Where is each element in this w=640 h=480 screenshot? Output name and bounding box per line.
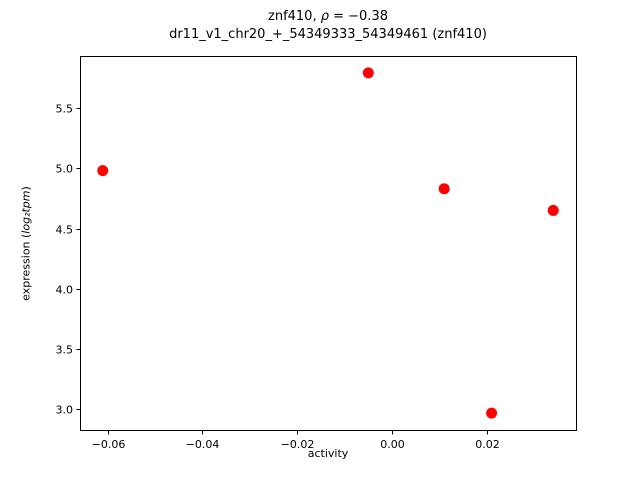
x-tick-label: 0.02 xyxy=(475,438,500,451)
title-rho-value: = −0.38 xyxy=(328,9,388,24)
y-tick-label: 4.5 xyxy=(56,224,74,237)
data-point xyxy=(97,165,109,177)
data-point xyxy=(486,407,498,419)
y-label-prefix: expression ( xyxy=(19,233,33,301)
title-gene-prefix: znf410, xyxy=(268,9,321,24)
x-tick-label: 0.00 xyxy=(380,438,405,451)
data-point xyxy=(547,204,559,216)
y-label-suffix: ) xyxy=(19,186,33,191)
data-point xyxy=(362,67,374,79)
chart-title: znf410, ρ = −0.38 dr11_v1_chr20_+_543493… xyxy=(80,8,576,44)
plot-area xyxy=(80,56,577,431)
data-point xyxy=(438,183,450,195)
y-tick-label: 4.0 xyxy=(56,284,74,297)
y-tick-label: 5.0 xyxy=(56,163,74,176)
x-tick-label: −0.02 xyxy=(281,438,315,451)
x-axis-label: activity xyxy=(307,447,349,460)
y-tick-label: 3.0 xyxy=(56,404,74,417)
x-tick-label: −0.04 xyxy=(186,438,220,451)
y-tick-label: 5.5 xyxy=(56,103,74,116)
chart-title-line1: znf410, ρ = −0.38 xyxy=(80,8,576,26)
x-tick-label: −0.06 xyxy=(92,438,126,451)
y-label-math: log₂tpm xyxy=(19,190,33,234)
title-rho-symbol: ρ xyxy=(320,9,329,24)
y-tick-label: 3.5 xyxy=(56,344,74,357)
y-axis-label: expression (log₂tpm) xyxy=(20,57,35,431)
chart-title-line2: dr11_v1_chr20_+_54349333_54349461 (znf41… xyxy=(169,27,487,42)
